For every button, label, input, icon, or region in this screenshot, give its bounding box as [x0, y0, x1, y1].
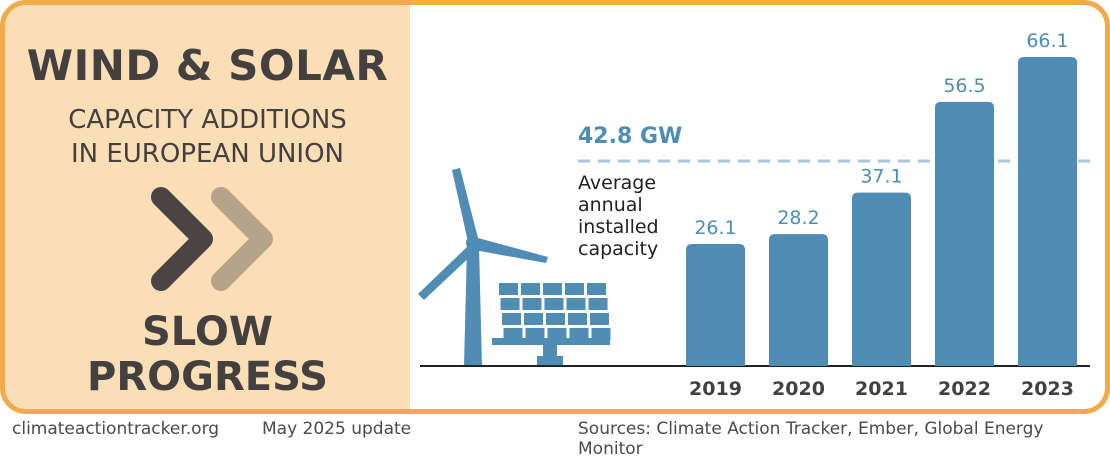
solar-cell	[566, 298, 586, 310]
bars: 26.1 2019 28.2 2020 37.1 2021 56.5 2022 66.1 2023	[686, 30, 1077, 400]
solar-cell	[590, 313, 609, 325]
solar-cell	[500, 298, 520, 310]
solar-cell	[565, 283, 584, 295]
bar-value-label: 66.1	[1026, 30, 1068, 52]
solar-cell	[543, 283, 562, 295]
solar-cell	[547, 328, 567, 340]
update-date: May 2025 update	[262, 419, 412, 439]
average-description-line: Average	[578, 172, 656, 194]
average-description-line: installed	[578, 216, 659, 238]
x-tick-label: 2019	[689, 378, 742, 400]
status-line-2: PROGRESS	[87, 354, 328, 400]
infographic-frame: WIND & SOLAR CAPACITY ADDITIONS IN EUROP…	[0, 0, 1110, 414]
solar-cell	[591, 328, 611, 340]
title: WIND & SOLAR	[26, 41, 389, 90]
solar-cell	[521, 283, 540, 295]
solar-cell	[502, 313, 521, 325]
bar-value-label: 37.1	[860, 166, 902, 188]
solar-cell	[499, 283, 518, 295]
website-link[interactable]: climateactiontracker.org	[12, 419, 220, 439]
x-tick-label: 2020	[772, 378, 825, 400]
sources-text: Sources: Climate Action Tracker, Ember, …	[578, 419, 1044, 459]
subtitle: CAPACITY ADDITIONS IN EUROPEAN UNION	[5, 103, 410, 171]
bar-2020	[769, 234, 828, 366]
solar-cell	[569, 328, 589, 340]
x-tick-label: 2022	[938, 378, 991, 400]
average-description-line: capacity	[578, 238, 658, 260]
summary-panel: WIND & SOLAR CAPACITY ADDITIONS IN EUROP…	[5, 5, 410, 409]
subtitle-line-1: CAPACITY ADDITIONS	[68, 105, 347, 135]
solar-cell	[568, 313, 587, 325]
solar-cell	[546, 313, 565, 325]
solar-cell	[503, 328, 523, 340]
solar-cell	[524, 313, 543, 325]
x-tick-label: 2021	[855, 378, 908, 400]
status-text: SLOW PROGRESS	[5, 310, 410, 400]
bar-2023	[1018, 57, 1077, 366]
subtitle-line-2: IN EUROPEAN UNION	[70, 139, 345, 169]
bar-value-label: 28.2	[777, 207, 819, 229]
solar-cell	[525, 328, 545, 340]
solar-cell	[587, 283, 606, 295]
bar-2021	[852, 192, 911, 366]
solar-panel-icon	[492, 283, 611, 366]
wind-turbine-icon	[418, 168, 548, 366]
average-description-line: annual	[578, 194, 643, 216]
status-line-1: SLOW	[142, 309, 273, 355]
bar-2022	[935, 101, 994, 367]
double-chevron-right-icon	[151, 187, 273, 291]
x-tick-label: 2023	[1021, 378, 1074, 400]
solar-cell	[522, 298, 542, 310]
bar-2019	[686, 243, 745, 366]
bar-value-label: 26.1	[694, 217, 736, 239]
average-value-label: 42.8 GW	[578, 124, 682, 149]
solar-cell	[588, 298, 608, 310]
bar-value-label: 56.5	[943, 75, 985, 97]
solar-cell	[544, 298, 564, 310]
